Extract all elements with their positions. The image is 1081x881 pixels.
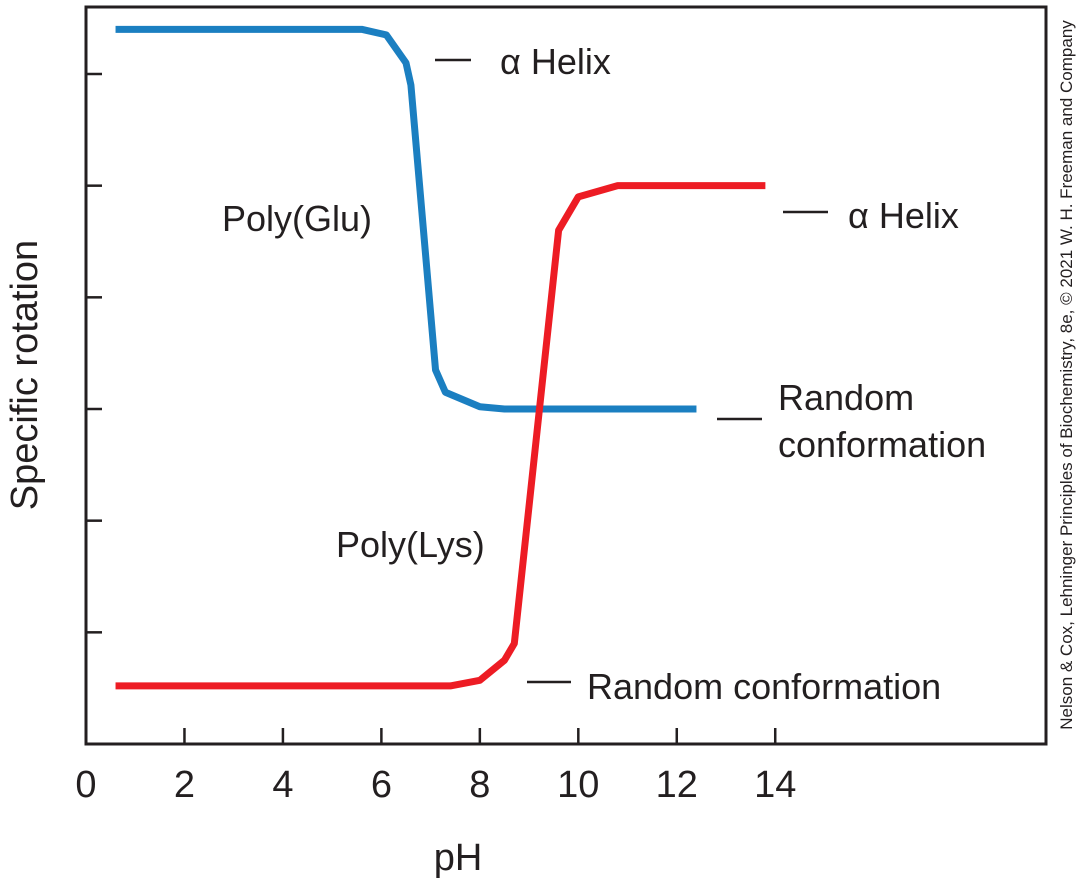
poly-lys-label: Poly(Lys) xyxy=(336,524,485,565)
series-line-poly-glu xyxy=(115,25,697,413)
copyright-credit: Nelson & Cox, Lehninger Principles of Bi… xyxy=(1057,20,1076,730)
poly-lys-helix-label: α Helix xyxy=(848,195,959,236)
x-axis-tick-labels: 0 2 4 6 8 10 12 14 xyxy=(75,764,796,806)
poly-glu-random-label-line1: Random xyxy=(778,377,914,418)
x-tick-label-4: 4 xyxy=(272,764,293,806)
x-tick-label-10: 10 xyxy=(557,764,599,806)
y-axis-title: Specific rotation xyxy=(4,240,46,510)
x-tick-label-2: 2 xyxy=(174,764,195,806)
annotation-layer: Poly(Glu) α Helix Random conformation Poly(L… xyxy=(222,41,986,707)
x-axis-ticks xyxy=(183,728,777,744)
poly-lys-random-label: Random conformation xyxy=(587,666,941,707)
poly-glu-label: Poly(Glu) xyxy=(222,198,372,239)
x-tick-label-12: 12 xyxy=(656,764,698,806)
plot-frame xyxy=(84,5,1048,746)
y-axis-ticks xyxy=(86,72,102,634)
poly-glu-helix-label: α Helix xyxy=(500,41,611,82)
x-tick-label-8: 8 xyxy=(469,764,490,806)
x-tick-label-14: 14 xyxy=(754,764,796,806)
x-axis-title: pH xyxy=(434,837,483,879)
x-tick-label-0: 0 xyxy=(75,764,96,806)
poly-glu-random-label-line2: conformation xyxy=(778,424,986,465)
series-layer xyxy=(115,25,766,690)
x-tick-label-6: 6 xyxy=(371,764,392,806)
series-line-poly-lys xyxy=(115,182,766,690)
